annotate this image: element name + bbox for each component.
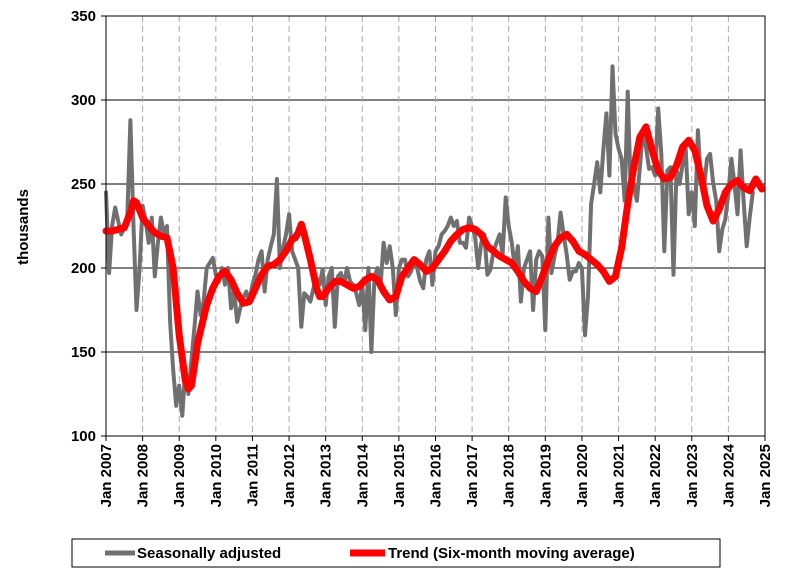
- y-axis-ticks: 100 150 200 250 300 350: [71, 8, 106, 445]
- y-tick-label: 200: [71, 260, 96, 277]
- x-tick-label: Jan 2008: [135, 444, 152, 507]
- x-tick-label: Jan 2024: [720, 443, 737, 507]
- x-tick-label: Jan 2020: [574, 444, 591, 507]
- x-tick-label: Jan 2011: [244, 444, 261, 507]
- x-tick-label: Jan 2013: [318, 444, 335, 507]
- x-tick-label: Jan 2022: [647, 444, 664, 507]
- x-tick-label: Jan 2016: [428, 444, 445, 507]
- x-tick-label: Jan 2014: [354, 443, 371, 507]
- x-tick-label: Jan 2023: [684, 444, 701, 507]
- y-tick-label: 100: [71, 428, 96, 445]
- x-tick-label: Jan 2007: [98, 444, 115, 507]
- legend-label-trend: Trend (Six-month moving average): [388, 545, 635, 562]
- x-tick-label: Jan 2012: [281, 444, 298, 507]
- y-tick-label: 250: [71, 176, 96, 193]
- x-tick-label: Jan 2021: [611, 444, 628, 507]
- x-tick-label: Jan 2010: [208, 444, 225, 507]
- legend-box: [71, 538, 721, 568]
- series-lines: [102, 64, 766, 418]
- legend: Seasonally adjusted Trend (Six-month mov…: [71, 538, 721, 568]
- series-line-trend: [102, 123, 766, 393]
- x-axis-ticks: Jan 2007 Jan 2008 Jan 2009 Jan 2010 Jan 2011…: [98, 436, 774, 507]
- x-tick-label: Jan 2018: [501, 444, 518, 507]
- y-tick-label: 300: [71, 92, 96, 109]
- x-tick-label: Jan 2019: [537, 444, 554, 507]
- x-tick-label: Jan 2017: [464, 444, 481, 507]
- series-line-seasonally-adjusted: [104, 64, 755, 418]
- y-axis-title: thousands: [15, 189, 32, 265]
- y-tick-label: 150: [71, 344, 96, 361]
- x-tick-label: Jan 2009: [171, 444, 188, 507]
- y-tick-label: 350: [71, 8, 96, 25]
- x-tick-label: Jan 2015: [391, 444, 408, 507]
- x-tick-label: Jan 2025: [757, 444, 774, 507]
- legend-label-seasonally-adjusted: Seasonally adjusted: [137, 545, 281, 562]
